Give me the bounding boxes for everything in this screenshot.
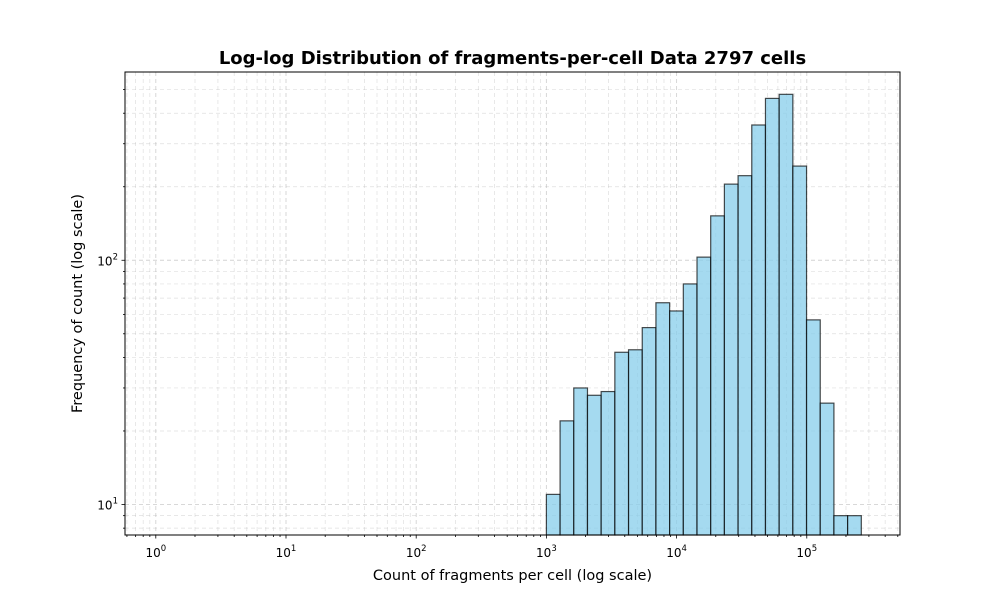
x-tick-label: 102	[406, 544, 427, 560]
histogram-bar	[627, 349, 643, 536]
x-tick-label: 101	[276, 544, 297, 560]
histogram-bar	[737, 175, 753, 536]
x-tick-label: 100	[145, 544, 166, 560]
y-tick-label: 101	[97, 496, 118, 512]
histogram-bar	[655, 302, 671, 536]
chart-title: Log-log Distribution of fragments-per-ce…	[219, 48, 806, 69]
histogram-bar	[819, 402, 835, 536]
histogram-bar	[751, 124, 767, 536]
histogram-bar	[778, 93, 794, 536]
histogram-bar	[805, 319, 821, 536]
histogram-bar	[723, 183, 739, 536]
histogram-bar	[696, 256, 712, 536]
x-tick-label: 103	[536, 544, 557, 560]
histogram-bar	[847, 515, 862, 536]
x-tick-label: 105	[796, 544, 817, 560]
axis-ticks: 100 101 102 103 104 105 101 102	[97, 89, 899, 560]
histogram-bar	[559, 420, 575, 536]
histogram-bar	[614, 351, 630, 536]
y-axis-label: Frequency of count (log scale)	[70, 194, 86, 413]
y-tick-label: 102	[97, 252, 118, 268]
histogram-bar	[573, 387, 589, 536]
histogram-bar	[586, 394, 602, 536]
histogram-bar	[792, 165, 808, 536]
histogram-bar	[764, 97, 780, 536]
x-axis-label: Count of fragments per cell (log scale)	[373, 568, 652, 584]
histogram-bar	[833, 515, 849, 536]
histogram-bar	[600, 390, 616, 536]
histogram-bar	[641, 327, 657, 536]
histogram-bars	[545, 93, 862, 536]
x-tick-label: 104	[666, 544, 687, 560]
histogram-bar	[545, 493, 561, 536]
histogram-bar	[710, 215, 725, 536]
histogram-bar	[669, 310, 684, 536]
plot-frame	[124, 71, 901, 536]
histogram-bar	[682, 283, 698, 536]
